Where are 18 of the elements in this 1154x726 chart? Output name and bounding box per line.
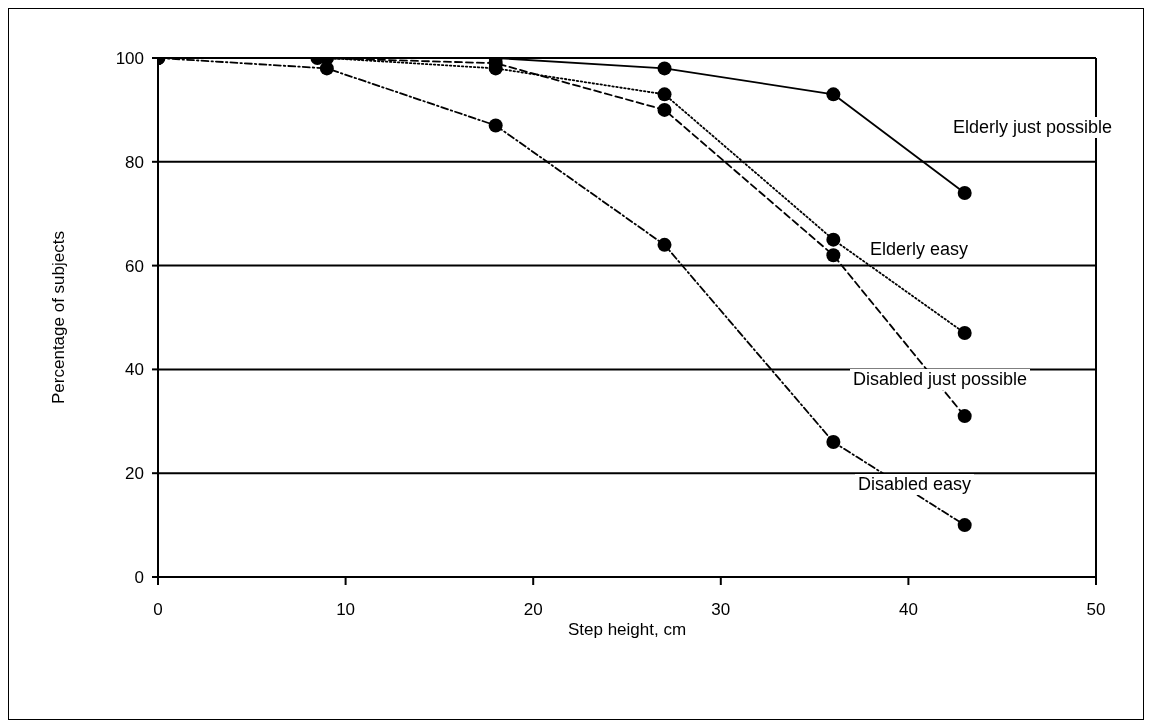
series-label: Disabled just possible (850, 369, 1031, 390)
x-tick-label: 10 (336, 600, 356, 620)
series-label: Disabled easy (855, 474, 975, 495)
text: Elderly just possible (950, 117, 1116, 138)
y-tick-label: 100 (115, 49, 144, 69)
x-tick-label: 50 (1086, 600, 1106, 620)
x-axis-title: Step height, cm (567, 620, 687, 639)
y-tick-label: 40 (125, 360, 144, 380)
y-tick-label: 60 (125, 256, 144, 276)
y-tick-label: 80 (125, 152, 144, 172)
series-label: Elderly easy (867, 239, 972, 260)
y-tick-label: 0 (134, 568, 144, 588)
x-tick-label: 0 (153, 600, 163, 620)
x-tick-label: 40 (898, 600, 918, 620)
x-tick-label: 20 (523, 600, 543, 620)
y-tick-label: 20 (125, 464, 144, 484)
y-axis-title: Percentage of subjects (49, 231, 69, 404)
x-tick-label: 30 (711, 600, 731, 620)
